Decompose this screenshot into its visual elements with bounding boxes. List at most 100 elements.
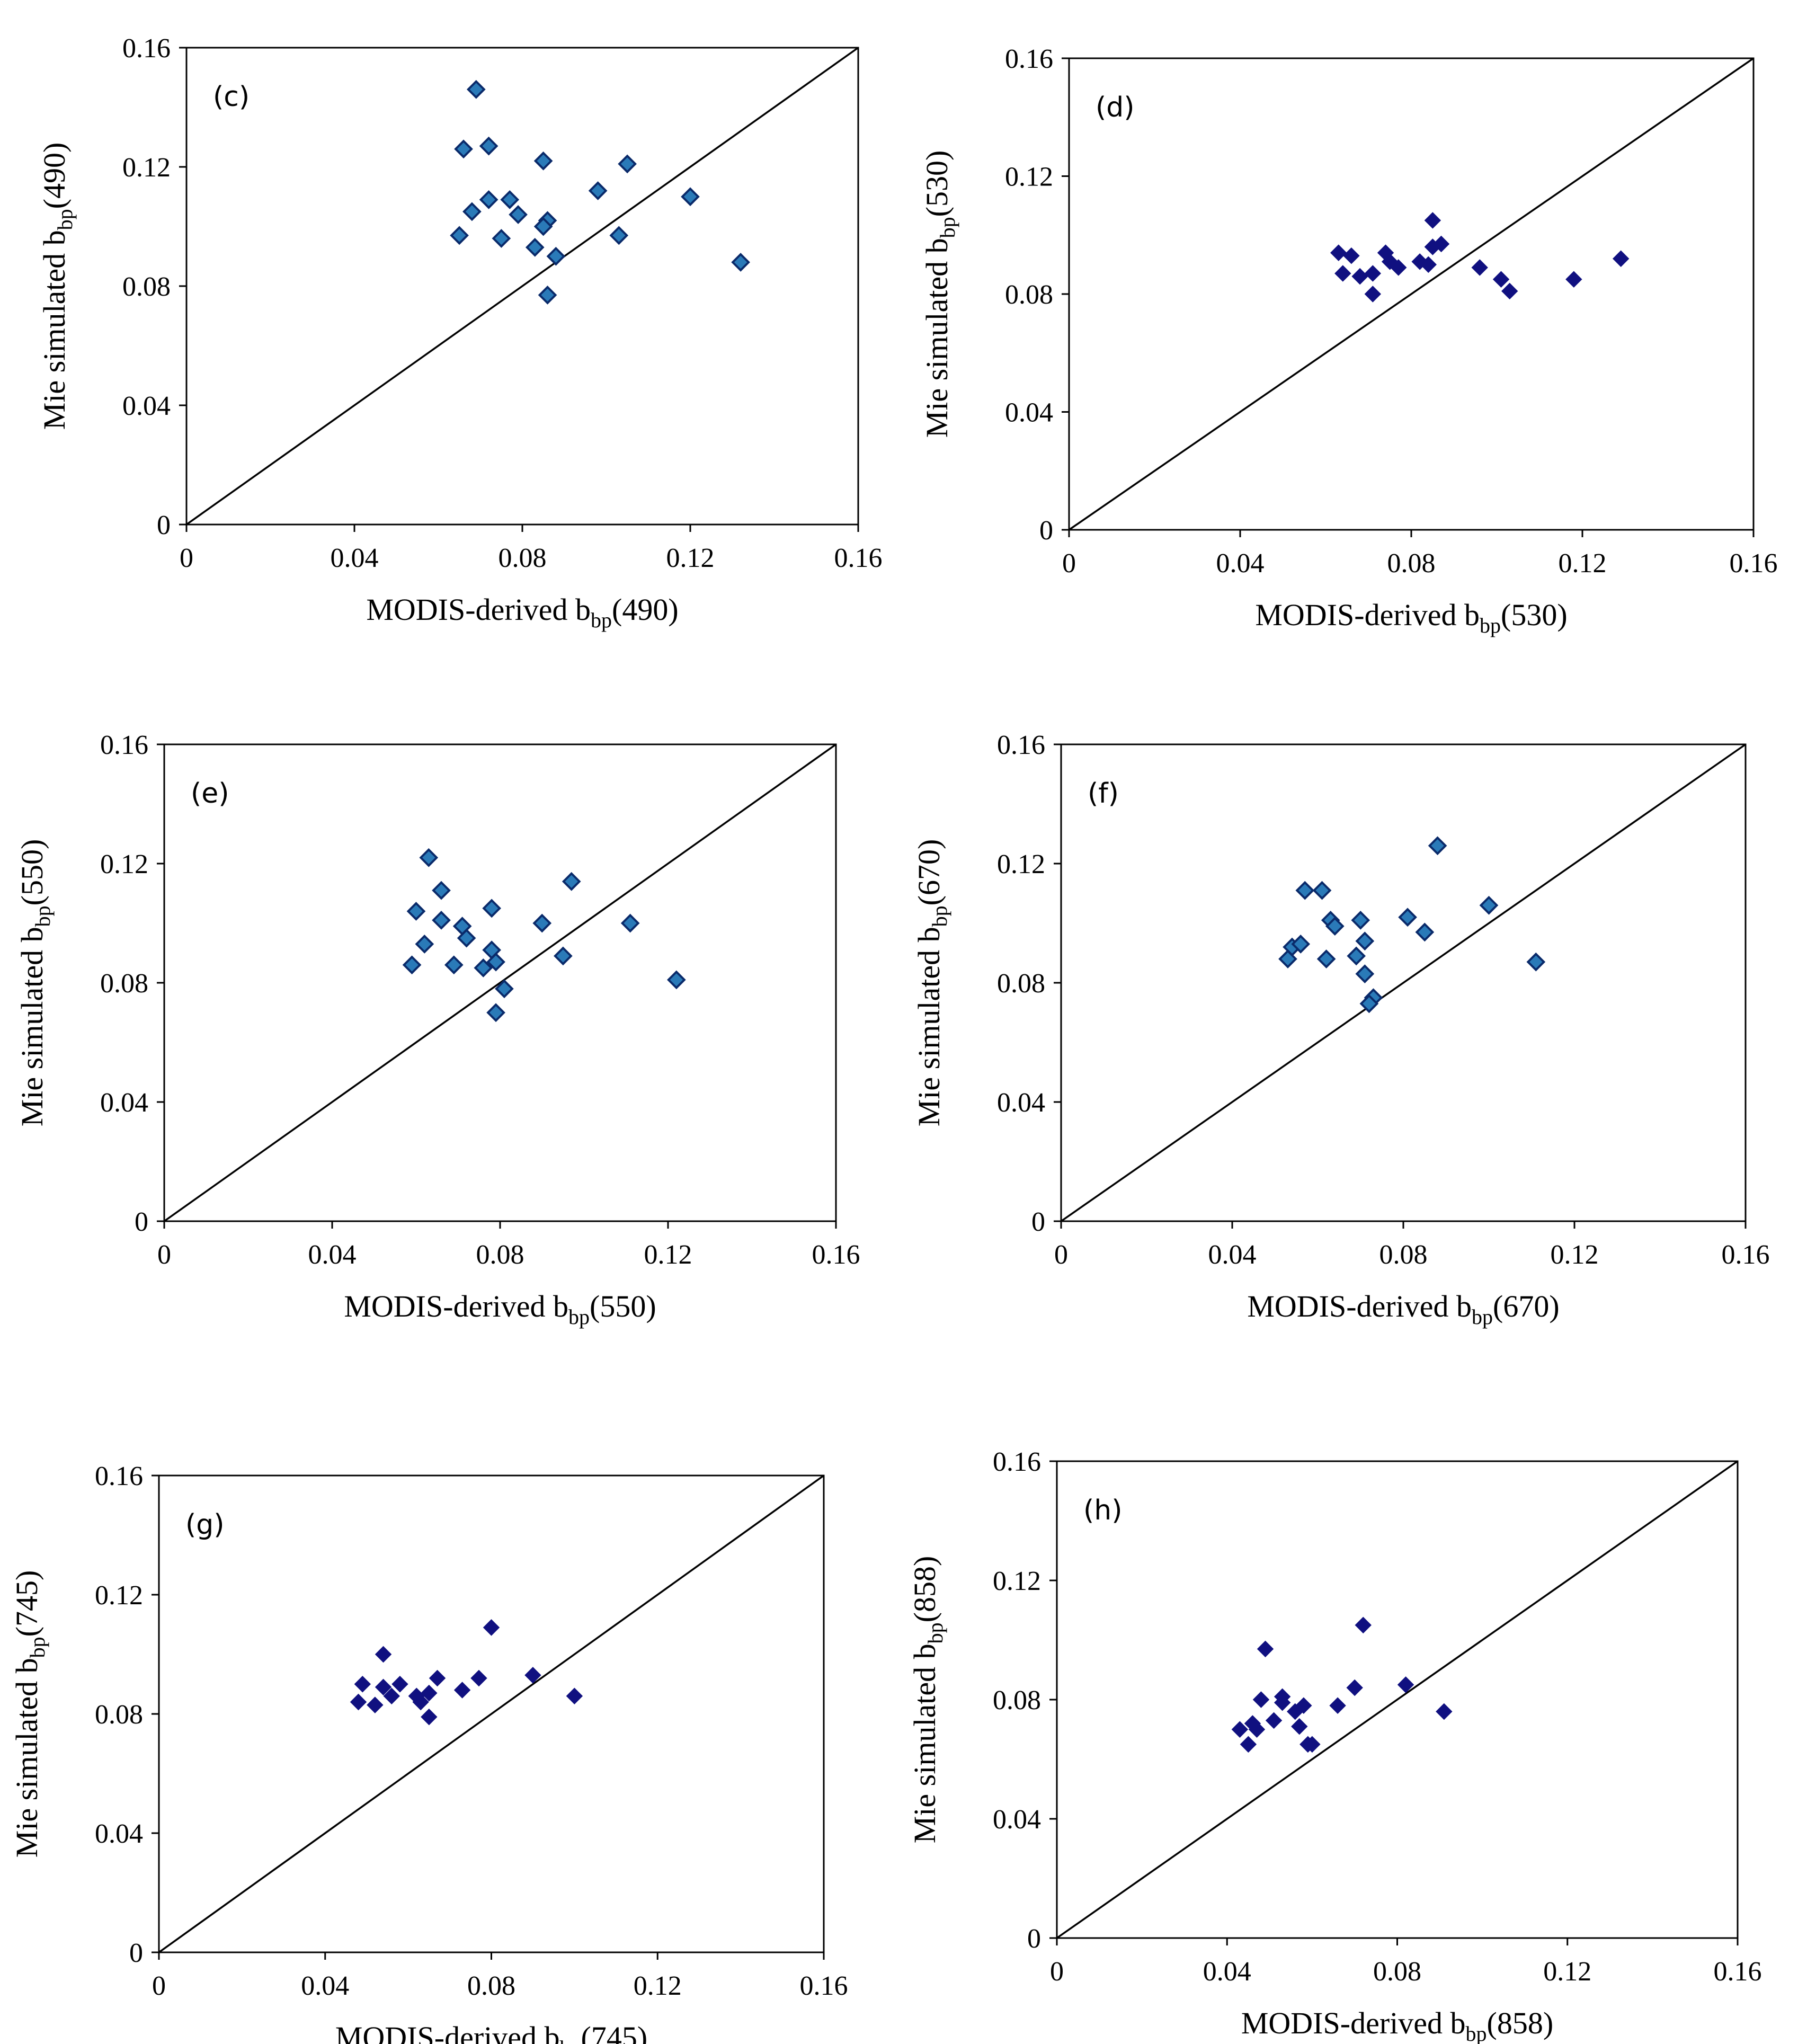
data-point [609, 226, 629, 245]
data-point [1240, 1736, 1257, 1753]
data-point [500, 190, 520, 209]
y-axis-title: Mie simulated bbp(490) [37, 143, 77, 430]
y-tick-label: 0.16 [122, 33, 171, 64]
data-point [354, 1676, 371, 1693]
x-tick-label: 0.04 [1203, 1957, 1251, 1987]
data-point [483, 1619, 500, 1636]
data-point [1329, 1697, 1346, 1714]
data-point [1351, 268, 1368, 285]
data-point [1432, 235, 1450, 253]
data-point [1316, 949, 1336, 968]
x-tick-label: 0.08 [1379, 1240, 1428, 1270]
one-to-one-line [1056, 1460, 1739, 1939]
data-point [554, 946, 573, 966]
data-point [562, 872, 581, 891]
data-point [1390, 259, 1407, 276]
data-point [470, 1669, 487, 1687]
y-tick-label: 0.12 [1005, 162, 1053, 192]
y-axis-title: Mie simulated bbp(745) [10, 1570, 49, 1858]
data-point [495, 979, 514, 999]
data-point [482, 899, 501, 918]
x-tick-label: 0.04 [308, 1240, 357, 1270]
data-point [1420, 256, 1437, 273]
y-tick-label: 0.16 [100, 730, 148, 760]
data-point [1612, 250, 1630, 267]
x-tick-label: 0.04 [1216, 548, 1265, 579]
x-tick-label: 0.04 [331, 543, 379, 573]
data-point [412, 1693, 429, 1711]
one-to-one-line [1069, 57, 1754, 531]
data-point [479, 190, 499, 209]
x-tick-label: 0.16 [834, 543, 883, 573]
x-tick-label: 0 [157, 1240, 171, 1270]
y-axis-title: Mie simulated bbp(530) [920, 150, 959, 438]
data-point [421, 1708, 438, 1726]
data-point [415, 935, 434, 954]
data-point [1436, 1703, 1453, 1720]
data-point [533, 217, 553, 236]
y-tick-label: 0.08 [100, 968, 148, 999]
x-tick-label: 0.12 [1551, 1240, 1599, 1270]
data-point [1492, 271, 1510, 288]
data-point [1364, 265, 1382, 282]
x-tick-label: 0.16 [812, 1240, 860, 1270]
y-axis-title: Mie simulated bbp(550) [15, 839, 55, 1127]
x-tick-label: 0 [152, 1971, 166, 2001]
data-point [546, 246, 566, 266]
y-tick-label: 0 [135, 1207, 148, 1237]
data-point [618, 154, 637, 174]
data-point [1359, 994, 1379, 1014]
y-tick-label: 0.08 [122, 272, 171, 302]
panel-2: 0 0.04 0.08 0.12 0.16 0 0.04 0.08 0.12 0.16 (d) MOD… [920, 44, 1778, 637]
x-axis-title: MODIS-derived bbp(670) [1247, 1289, 1559, 1329]
data-point [466, 79, 486, 99]
x-tick-label: 0 [1050, 1957, 1064, 1987]
x-tick-label: 0.12 [666, 543, 715, 573]
x-tick-label: 0.16 [800, 1971, 848, 2001]
data-point [429, 1669, 446, 1687]
data-point [681, 187, 700, 207]
x-tick-label: 0.12 [1559, 548, 1607, 579]
panel-1: 0 0.04 0.08 0.12 0.16 0 0.04 0.08 0.12 0.16 (c) MOD… [37, 33, 883, 632]
x-tick-label: 0.08 [1387, 548, 1436, 579]
one-to-one-line [1060, 743, 1747, 1222]
data-point [1291, 1718, 1308, 1735]
data-point [1257, 1640, 1274, 1658]
x-axis-title: MODIS-derived bbp(530) [1255, 598, 1567, 637]
data-point [367, 1696, 384, 1713]
data-point [375, 1646, 392, 1663]
y-tick-label: 0.16 [1005, 44, 1053, 74]
y-tick-label: 0.04 [95, 1819, 143, 1849]
data-point [492, 229, 511, 248]
x-tick-label: 0 [180, 543, 193, 573]
y-tick-label: 0.12 [122, 153, 171, 183]
data-point [375, 1678, 392, 1696]
x-tick-label: 0.04 [1208, 1240, 1257, 1270]
panel-3: 0 0.04 0.08 0.12 0.16 0 0.04 0.08 0.12 0.16 (e) MOD… [15, 730, 860, 1329]
x-tick-label: 0.12 [644, 1240, 692, 1270]
data-point [453, 1682, 471, 1699]
data-point [1278, 949, 1297, 968]
data-point [1334, 265, 1351, 282]
panel-label: (f) [1088, 778, 1119, 810]
panel-6: 0 0.04 0.08 0.12 0.16 0 0.04 0.08 0.12 0.16 (h) MOD… [907, 1447, 1762, 2044]
x-tick-label: 0 [1054, 1240, 1068, 1270]
data-point [1471, 259, 1488, 276]
data-point [402, 955, 422, 975]
y-tick-label: 0 [1027, 1924, 1041, 1954]
data-point [444, 955, 464, 975]
y-tick-label: 0.08 [997, 968, 1045, 999]
x-tick-label: 0.16 [1730, 548, 1778, 579]
data-point [1231, 1721, 1249, 1738]
data-point [419, 848, 439, 867]
y-tick-label: 0.04 [997, 1088, 1045, 1118]
y-tick-label: 0.12 [95, 1580, 143, 1611]
data-point [1312, 881, 1332, 900]
y-tick-label: 0 [1031, 1207, 1045, 1237]
y-axis-title: Mie simulated bbp(670) [912, 839, 951, 1127]
data-point [454, 139, 473, 159]
data-point [406, 902, 426, 921]
data-point [620, 913, 640, 933]
panel-4: 0 0.04 0.08 0.12 0.16 0 0.04 0.08 0.12 0.16 (f) MOD… [912, 730, 1770, 1329]
